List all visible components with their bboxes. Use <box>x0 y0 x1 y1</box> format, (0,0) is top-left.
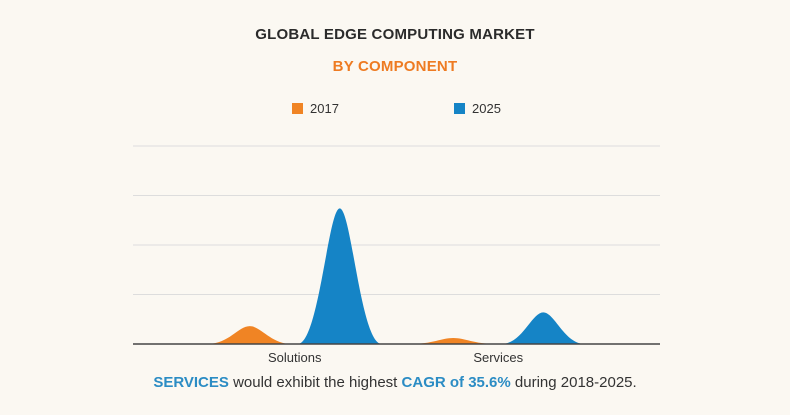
footnote-cagr: CAGR of 35.6% <box>401 374 511 391</box>
chart-footnote: SERVICES would exhibit the highest CAGR … <box>0 374 790 391</box>
x-tick-label: Services <box>473 350 523 365</box>
x-tick-label: Solutions <box>268 350 322 365</box>
chart-title: GLOBAL EDGE COMPUTING MARKET <box>255 26 535 43</box>
legend-item-2017: 2017 <box>292 101 339 116</box>
footnote-text-2: during 2018-2025. <box>510 374 637 391</box>
footnote-segment: SERVICES <box>153 374 229 391</box>
peak-2025-services <box>501 312 586 344</box>
legend-label-2025: 2025 <box>472 101 501 116</box>
footnote-text-1: would exhibit the highest <box>228 374 402 391</box>
legend-swatch-2017 <box>292 103 303 114</box>
x-tick-labels: Solutions Services <box>268 350 524 365</box>
grid-lines <box>133 145 660 295</box>
legend-label-2017: 2017 <box>310 101 339 116</box>
legend-item-2025: 2025 <box>454 101 501 116</box>
chart-peaks <box>207 208 586 344</box>
chart-subtitle: BY COMPONENT <box>332 58 458 75</box>
legend-swatch-2025 <box>454 103 465 114</box>
peak-2025-solutions <box>297 208 382 344</box>
peak-2017-services <box>411 338 496 344</box>
peak-2017-solutions <box>207 326 292 344</box>
